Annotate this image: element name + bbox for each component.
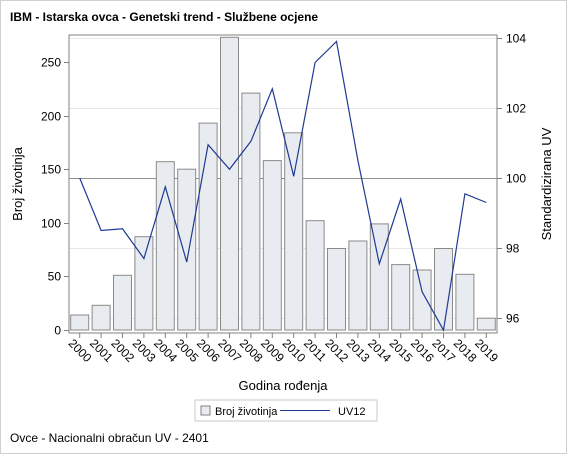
legend-bar-label: Broj životinja xyxy=(215,406,278,418)
bar xyxy=(391,264,411,331)
legend-line-label: UV12 xyxy=(338,406,366,418)
bar xyxy=(455,273,475,331)
legend: Broj životinja UV12 xyxy=(194,399,378,422)
line-series xyxy=(79,40,487,333)
bar xyxy=(369,223,389,331)
bar xyxy=(476,317,496,331)
bar xyxy=(241,92,261,331)
y-axis-title: Broj životinja xyxy=(10,146,25,220)
x-axis-title: Godina rođenja xyxy=(239,378,329,393)
legend-frame xyxy=(194,399,378,422)
bar-series xyxy=(70,36,496,331)
plot-area xyxy=(68,34,498,334)
bar xyxy=(70,314,90,331)
bar xyxy=(198,122,218,331)
footnote: Ovce - Nacionalni obračun UV - 2401 xyxy=(10,431,209,445)
y-tick-label: 0 xyxy=(54,324,61,338)
bar xyxy=(284,132,304,331)
legend-bar-swatch xyxy=(200,405,211,416)
bar xyxy=(262,160,282,331)
y-tick-label: 100 xyxy=(41,217,61,231)
y2-axis-title: Standardizirana UV xyxy=(539,127,554,240)
y2-tick-label: 98 xyxy=(506,242,520,256)
uv12-line xyxy=(79,40,487,333)
y-tick-label: 250 xyxy=(41,56,61,70)
axes: 0501001502002509698100102104200020012002… xyxy=(41,32,526,366)
x-tick-label: 2000 xyxy=(66,336,95,365)
bar xyxy=(91,304,111,331)
chart-title: IBM - Istarska ovca - Genetski trend - S… xyxy=(10,10,319,24)
bar xyxy=(327,248,346,331)
bar xyxy=(220,36,239,331)
x-tick-label: 2011 xyxy=(301,336,329,364)
bar xyxy=(348,240,368,331)
y-tick-label: 200 xyxy=(41,110,61,124)
bar xyxy=(113,274,132,331)
bar xyxy=(134,236,154,331)
y-tick-label: 150 xyxy=(41,163,61,177)
y-tick-label: 50 xyxy=(48,270,62,284)
y2-tick-label: 96 xyxy=(506,312,520,326)
bar xyxy=(412,269,432,331)
gridlines xyxy=(69,38,497,319)
bar xyxy=(305,220,325,331)
y2-tick-label: 100 xyxy=(506,172,526,186)
bar xyxy=(177,168,197,331)
y2-tick-label: 104 xyxy=(506,32,526,46)
y2-tick-label: 102 xyxy=(506,102,526,116)
